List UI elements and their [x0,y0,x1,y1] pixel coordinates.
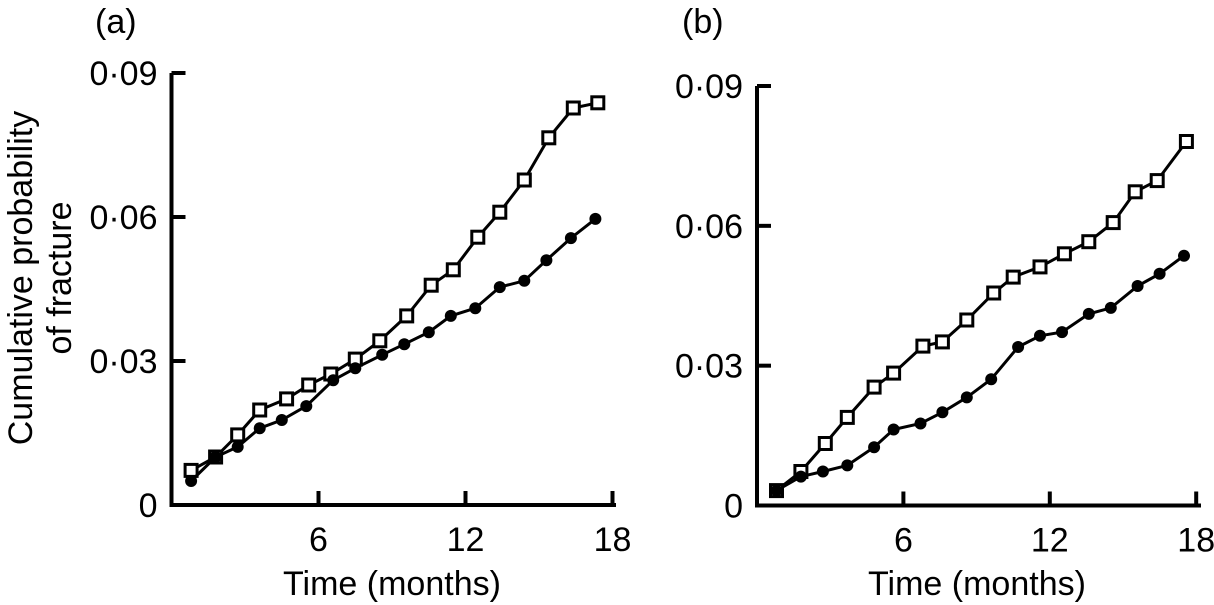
y-tick-label: 0·03 [675,348,743,386]
filled-circle-marker [985,373,998,386]
y-tick-label: 0·06 [89,199,157,237]
filled-circle-marker [327,374,340,387]
open-square-marker [516,172,532,188]
series-line-open-square [775,140,1188,492]
filled-circle-marker [1131,280,1144,292]
filled-circle-marker [841,459,854,472]
y-tick-label: 0·06 [675,208,743,246]
filled-circle-marker [185,475,198,487]
y-tick-label: 0 [139,487,158,525]
x-axis-label-a: Time (months) [283,565,501,603]
y-tick-label: 0 [724,488,743,526]
filled-circle-marker [300,400,313,413]
open-square-marker [252,402,268,418]
y-tick-label: 0·09 [89,55,157,93]
open-square-marker [1032,259,1048,275]
filled-circle-marker [349,362,362,375]
open-square-marker [565,100,581,116]
x-tick-label: 6 [309,521,328,559]
filled-circle-marker [444,309,457,322]
filled-circle-marker [422,326,435,339]
open-square-marker [1105,215,1121,231]
open-square-marker [1081,234,1097,250]
open-square-marker [372,333,388,349]
open-square-marker [1127,184,1143,200]
open-square-marker [817,436,833,451]
series-line-filled-circle [190,217,597,483]
panel-b-plot: 0 0·03 0·06 0·09 6 12 18 [675,68,1214,559]
filled-circle-marker [540,254,553,267]
open-square-marker [986,285,1002,301]
open-square-marker [399,308,415,324]
open-square-marker [301,377,317,393]
filled-circle-marker [887,423,900,436]
filled-circle-marker [816,465,829,478]
filled-circle-marker [1056,326,1068,339]
filled-circle-marker [1104,301,1117,314]
open-square-marker [492,204,508,220]
x-tick-label: 18 [594,521,632,559]
open-square-marker [886,365,902,381]
x-tick-label: 18 [1177,522,1214,560]
filled-circle-marker [868,441,881,454]
filled-circle-marker [794,470,807,483]
filled-circle-marker [1082,307,1095,320]
filled-circle-marker [1012,341,1025,353]
y-tick-label: 0·03 [89,343,157,381]
filled-circle-marker [589,212,602,225]
filled-circle-marker [209,451,222,463]
filled-circle-marker [1034,329,1046,342]
open-square-marker [1005,269,1021,285]
series-line-filled-circle [775,254,1185,492]
filled-circle-marker [960,391,973,404]
filled-circle-marker [231,440,244,453]
filled-circle-marker [376,348,389,361]
filled-circle-marker [398,338,411,351]
open-square-marker [1178,134,1194,149]
open-square-marker [934,334,950,350]
panel-b-label: (b) [682,3,724,41]
filled-circle-marker [493,281,506,294]
filled-circle-marker [564,232,577,245]
open-square-marker [279,391,295,407]
open-square-marker [590,95,606,111]
x-tick-label: 12 [447,521,485,559]
open-square-marker [959,312,975,328]
filled-circle-marker [914,417,927,430]
filled-circle-marker [275,414,288,426]
filled-circle-marker [770,484,783,497]
open-square-marker [866,379,882,395]
open-square-marker [445,262,461,278]
panel-a-plot: 0 0·03 0·06 0·09 6 12 18 [89,55,631,559]
open-square-marker [183,462,199,478]
open-square-marker [1149,173,1165,189]
open-square-marker [839,409,855,425]
y-tick-label: 0·09 [675,68,743,106]
panel-a-label: (a) [95,3,137,41]
x-axis-label-b: Time (months) [868,565,1086,603]
filled-circle-marker [469,302,482,315]
x-tick-label: 6 [894,522,913,560]
filled-circle-marker [1153,267,1166,280]
open-square-marker [230,427,246,443]
open-square-marker [541,130,557,146]
filled-circle-marker [518,274,531,287]
filled-circle-marker [253,422,266,435]
open-square-marker [423,277,439,293]
filled-circle-marker [1178,249,1190,262]
filled-circle-marker [936,406,949,419]
open-square-marker [1056,246,1072,262]
x-tick-label: 12 [1031,522,1069,560]
open-square-marker [915,338,931,354]
series-line-open-square [190,101,599,472]
open-square-marker [470,229,486,245]
